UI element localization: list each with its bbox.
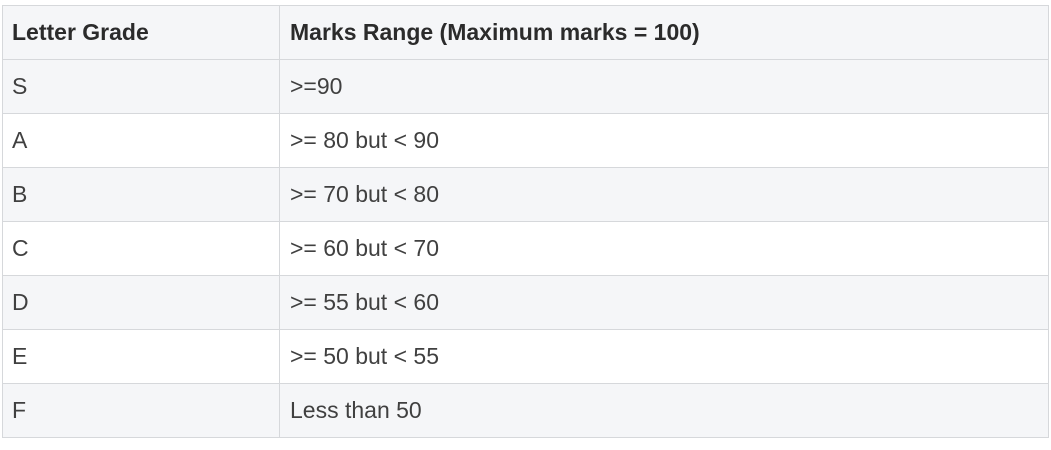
header-row: Letter Grade Marks Range (Maximum marks … [2, 5, 1049, 60]
table-body: S >=90 A >= 80 but < 90 B >= 70 but < 80… [2, 59, 1049, 438]
table-row: B >= 70 but < 80 [2, 167, 1049, 222]
table-row: F Less than 50 [2, 383, 1049, 438]
table-header: Letter Grade Marks Range (Maximum marks … [2, 5, 1049, 60]
grade-cell: A [2, 113, 280, 168]
table-row: C >= 60 but < 70 [2, 221, 1049, 276]
grade-cell: E [2, 329, 280, 384]
table-row: A >= 80 but < 90 [2, 113, 1049, 168]
grade-cell: D [2, 275, 280, 330]
marks-range-cell: >= 70 but < 80 [279, 167, 1049, 222]
marks-range-cell: Less than 50 [279, 383, 1049, 438]
table-row: S >=90 [2, 59, 1049, 114]
grade-cell: S [2, 59, 280, 114]
marks-range-cell: >= 80 but < 90 [279, 113, 1049, 168]
grade-table: Letter Grade Marks Range (Maximum marks … [2, 5, 1049, 438]
grade-cell: B [2, 167, 280, 222]
table-row: E >= 50 but < 55 [2, 329, 1049, 384]
grade-cell: F [2, 383, 280, 438]
grade-cell: C [2, 221, 280, 276]
marks-range-cell: >=90 [279, 59, 1049, 114]
header-marks-range: Marks Range (Maximum marks = 100) [279, 5, 1049, 60]
marks-range-cell: >= 55 but < 60 [279, 275, 1049, 330]
header-letter-grade: Letter Grade [2, 5, 280, 60]
marks-range-cell: >= 50 but < 55 [279, 329, 1049, 384]
table-row: D >= 55 but < 60 [2, 275, 1049, 330]
marks-range-cell: >= 60 but < 70 [279, 221, 1049, 276]
